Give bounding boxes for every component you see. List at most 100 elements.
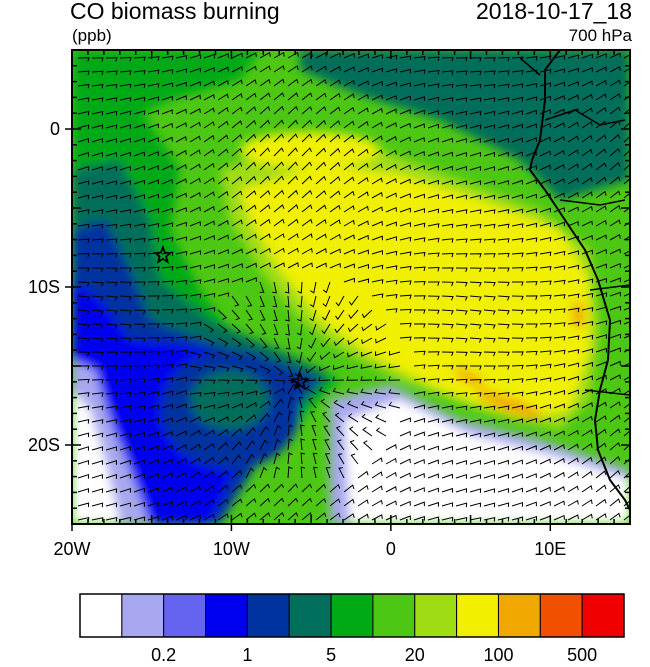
wind-barb xyxy=(91,488,104,493)
wind-barb xyxy=(567,416,579,423)
wind-barb xyxy=(77,70,90,76)
wind-barb xyxy=(357,234,369,241)
wind-barb xyxy=(455,180,468,186)
wind-barb xyxy=(455,83,468,89)
wind-barb xyxy=(441,110,454,116)
wind-barb xyxy=(161,122,173,129)
wind-barb xyxy=(623,149,630,157)
wind-barb xyxy=(312,438,317,451)
wind-barb xyxy=(245,262,257,269)
wind-barb xyxy=(581,292,594,298)
wind-barb xyxy=(133,56,146,62)
wind-barb xyxy=(91,152,104,157)
wind-barb xyxy=(609,176,621,185)
wind-barb xyxy=(553,308,566,313)
wind-barb xyxy=(77,253,90,258)
wind-barb xyxy=(273,379,286,385)
wind-barb xyxy=(77,446,90,451)
wind-barb xyxy=(175,444,187,451)
wind-barb xyxy=(623,416,630,423)
wind-barb xyxy=(203,379,216,385)
wind-barb xyxy=(413,150,425,157)
wind-barb xyxy=(133,502,146,507)
wind-barb xyxy=(231,204,243,213)
wind-barb xyxy=(623,278,630,283)
colorbar-swatch xyxy=(372,593,416,638)
wind-barb xyxy=(399,444,411,451)
wind-barb xyxy=(287,483,299,493)
wind-barb xyxy=(399,150,411,157)
wind-barb xyxy=(259,379,272,385)
wind-barb xyxy=(413,487,425,493)
wind-barb xyxy=(217,176,229,185)
wind-barb xyxy=(343,120,355,129)
wind-barb xyxy=(469,419,482,424)
wind-barb xyxy=(413,109,425,115)
wind-barb xyxy=(470,365,482,370)
wind-barb xyxy=(231,337,242,348)
wind-barb xyxy=(217,53,229,59)
wind-barb xyxy=(441,405,454,410)
wind-barb xyxy=(385,192,397,199)
wind-barb xyxy=(203,323,215,333)
wind-barb xyxy=(539,236,552,242)
wind-barb xyxy=(105,516,118,522)
wind-barb xyxy=(399,280,412,285)
wind-barb xyxy=(428,281,440,286)
wind-barb xyxy=(357,107,369,115)
wind-barb xyxy=(329,176,341,185)
wind-barb xyxy=(623,206,630,213)
wind-barb xyxy=(441,502,454,507)
wind-barb xyxy=(455,405,468,411)
wind-barb xyxy=(203,134,215,143)
wind-barb xyxy=(133,487,145,493)
wind-barb xyxy=(427,309,440,315)
wind-barb xyxy=(567,307,580,313)
wind-barb xyxy=(147,309,160,314)
wind-barb xyxy=(497,208,510,214)
wind-barb xyxy=(321,411,331,423)
wind-barb xyxy=(511,459,523,465)
wind-barb xyxy=(360,400,373,409)
wind-barb xyxy=(315,106,327,115)
wind-barb xyxy=(329,147,341,157)
wind-barb xyxy=(147,69,160,75)
wind-barb xyxy=(413,179,425,185)
wind-barb xyxy=(357,499,369,507)
wind-barb xyxy=(217,403,229,409)
wind-barb xyxy=(231,52,243,59)
wind-barb xyxy=(333,351,345,359)
wind-barb xyxy=(567,264,580,270)
wind-barb xyxy=(203,429,215,437)
wind-barb xyxy=(350,453,359,465)
wind-barb xyxy=(427,487,439,493)
wind-barb xyxy=(77,152,90,157)
wind-barb xyxy=(525,96,538,102)
wind-barb xyxy=(371,149,383,157)
wind-barb xyxy=(287,452,293,465)
wind-barb xyxy=(91,405,104,411)
wind-barb xyxy=(567,499,579,507)
wind-barb xyxy=(259,78,271,87)
wind-barb xyxy=(567,389,579,395)
wind-barb xyxy=(315,175,327,185)
wind-barb xyxy=(203,121,215,129)
wind-barb xyxy=(147,473,159,479)
wind-barb xyxy=(413,309,426,314)
wind-barb xyxy=(175,322,188,327)
wind-barb xyxy=(105,124,118,130)
wind-barb xyxy=(189,307,202,313)
wind-barb xyxy=(315,52,327,59)
wind-barb xyxy=(525,56,538,61)
wind-barb xyxy=(315,218,327,227)
wind-barb xyxy=(189,206,201,213)
wind-barb xyxy=(133,295,146,301)
wind-barb xyxy=(511,208,524,214)
wind-barb xyxy=(497,446,510,451)
wind-barb xyxy=(91,97,104,103)
lon-tick-label: 20W xyxy=(53,539,90,559)
wind-barb xyxy=(77,405,90,411)
wind-barb xyxy=(301,65,313,73)
wind-barb xyxy=(498,267,510,272)
wind-barb xyxy=(581,375,593,381)
